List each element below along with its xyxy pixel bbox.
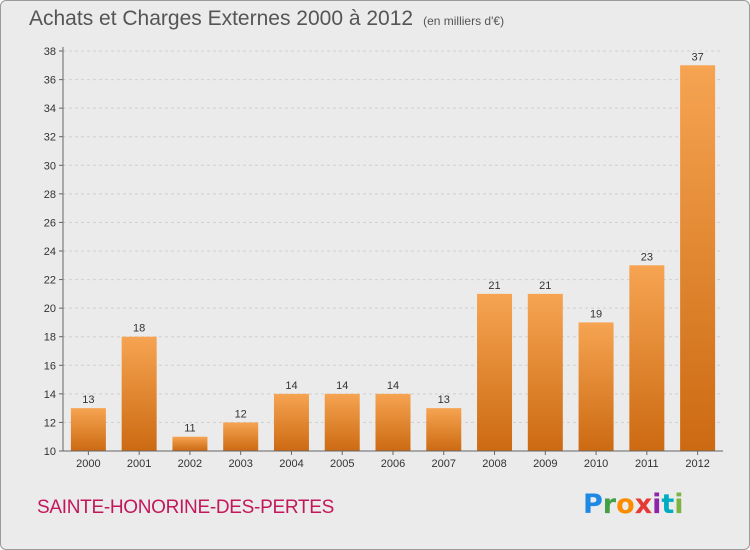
proxiti-logo: Proxiti (583, 489, 684, 520)
value-label-2002: 11 (184, 423, 195, 435)
x-tick-label-2012: 2012 (685, 458, 709, 470)
y-tick-label: 38 (44, 46, 56, 58)
logo-letter: o (616, 489, 635, 520)
bar-2001 (121, 336, 157, 451)
value-label-2011: 23 (641, 251, 653, 263)
bar-2008 (477, 293, 513, 451)
y-tick-label: 10 (44, 446, 56, 458)
y-tick-label: 36 (44, 75, 56, 87)
y-tick-label: 32 (44, 132, 56, 144)
x-tick-label-2000: 2000 (76, 458, 100, 470)
x-tick-label-2002: 2002 (178, 458, 202, 470)
x-tick-label-2003: 2003 (228, 458, 252, 470)
value-label-2010: 19 (590, 308, 602, 320)
logo-letter: i (674, 489, 684, 520)
x-tick-label-2011: 2011 (635, 458, 659, 470)
labels: 10 12 14 16 18 20 22 24 26 28 30 32 34 36 38 13 2000 18 20… (44, 46, 710, 470)
chart-title-text: Achats et Charges Externes 2000 à 2012 (29, 7, 414, 30)
bar-2005 (324, 393, 360, 451)
y-tick-label: 22 (44, 275, 56, 287)
logo-letter: i (652, 489, 662, 520)
logo-letter: r (602, 489, 617, 520)
value-label-2009: 21 (539, 280, 551, 292)
bar-2012 (680, 65, 716, 452)
bar-2009 (527, 293, 563, 451)
logo-letter: P (583, 489, 603, 520)
y-tick-label: 12 (44, 417, 56, 429)
value-label-2007: 13 (438, 394, 450, 406)
y-tick-label: 18 (44, 332, 56, 344)
bars (70, 65, 716, 452)
x-tick-label-2001: 2001 (127, 458, 151, 470)
value-label-2003: 12 (235, 408, 247, 420)
bar-2002 (172, 436, 208, 451)
commune-name: SAINTE-HONORINE-DES-PERTES (37, 497, 334, 518)
y-tick-label: 14 (44, 389, 56, 401)
x-tick-label-2009: 2009 (533, 458, 557, 470)
x-tick-label-2007: 2007 (432, 458, 456, 470)
y-tick-label: 28 (44, 189, 56, 201)
y-tick-label: 26 (44, 217, 56, 229)
value-label-2005: 14 (336, 380, 348, 392)
bar-2006 (375, 393, 411, 451)
x-tick-label-2004: 2004 (279, 458, 303, 470)
y-tick-label: 34 (44, 103, 56, 115)
value-label-2004: 14 (285, 380, 297, 392)
value-label-2006: 14 (387, 380, 399, 392)
x-tick-label-2008: 2008 (482, 458, 506, 470)
bar-2010 (578, 322, 614, 451)
logo-letter: t (661, 489, 675, 520)
chart-subtitle: (en milliers d'€) (423, 14, 505, 28)
bar-2011 (629, 265, 665, 451)
x-tick-label-2010: 2010 (584, 458, 608, 470)
gridlines (63, 50, 723, 423)
chart-title: Achats et Charges Externes 2000 à 2012 (e… (29, 7, 504, 31)
y-tick-label: 20 (44, 303, 56, 315)
bar-2004 (273, 393, 309, 451)
x-tick-label-2005: 2005 (330, 458, 354, 470)
bar-2003 (223, 422, 259, 451)
bar-2007 (426, 408, 462, 451)
value-label-2012: 37 (691, 51, 703, 63)
axes (59, 47, 723, 455)
logo-letter: x (634, 489, 653, 520)
value-label-2000: 13 (82, 394, 94, 406)
x-tick-label-2006: 2006 (381, 458, 405, 470)
value-label-2008: 21 (488, 280, 500, 292)
y-tick-label: 30 (44, 160, 56, 172)
bar-2000 (70, 408, 106, 451)
y-tick-label: 24 (44, 246, 56, 258)
value-label-2001: 18 (133, 323, 145, 335)
y-tick-label: 16 (44, 360, 56, 372)
